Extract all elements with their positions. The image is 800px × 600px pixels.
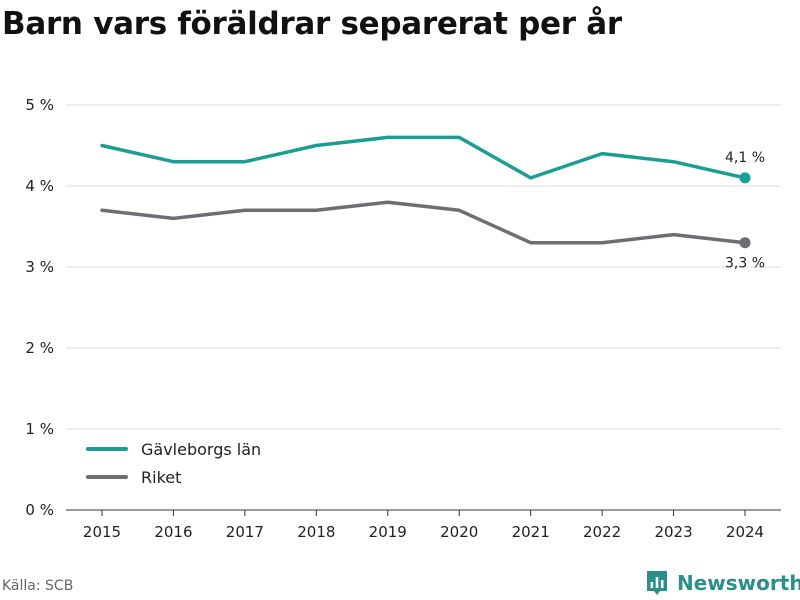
x-tick-label: 2024: [726, 523, 764, 541]
x-tick-label: 2023: [654, 523, 692, 541]
x-tick-label: 2021: [512, 523, 550, 541]
series-end-point: [739, 237, 751, 249]
brand-logo[interactable]: Newsworthy: [645, 567, 800, 599]
newsworthy-logo-icon: [647, 571, 667, 595]
chart-title: Barn vars föräldrar separerat per år: [2, 6, 622, 42]
series-lines: 4,1 % 3,3 %: [100, 135, 765, 272]
source-note: Källa: SCB: [2, 578, 74, 594]
series-end-point: [739, 172, 751, 184]
grid-lines: [66, 104, 781, 430]
x-tick-label: 2017: [226, 523, 264, 541]
series-line: [100, 135, 747, 180]
x-tick-label: 2022: [583, 523, 621, 541]
legend-label: Gävleborgs län: [141, 440, 261, 459]
legend-label: Riket: [141, 468, 181, 487]
y-tick-label: 4 %: [25, 177, 54, 195]
series-end-label: 4,1 %: [725, 150, 765, 166]
y-tick-label: 2 %: [25, 339, 54, 357]
y-axis: 0 % 1 % 2 % 3 % 4 % 5 %: [25, 96, 54, 519]
series-line: [100, 200, 747, 245]
x-tick-label: 2015: [83, 523, 121, 541]
brand-name: Newsworthy: [677, 571, 800, 595]
x-tick-label: 2018: [297, 523, 335, 541]
series-end-label: 3,3 %: [725, 256, 765, 272]
x-tick-label: 2019: [369, 523, 407, 541]
y-tick-label: 1 %: [25, 420, 54, 438]
x-axis: 2015 2016 2017 2018 2019 2020 2021 2022 2023 2024: [66, 509, 781, 541]
x-tick-label: 2020: [440, 523, 478, 541]
legend: Gävleborgs län Riket: [86, 440, 261, 487]
y-tick-label: 5 %: [25, 96, 54, 114]
y-tick-label: 3 %: [25, 258, 54, 276]
x-tick-label: 2016: [154, 523, 192, 541]
y-tick-label: 0 %: [25, 501, 54, 519]
